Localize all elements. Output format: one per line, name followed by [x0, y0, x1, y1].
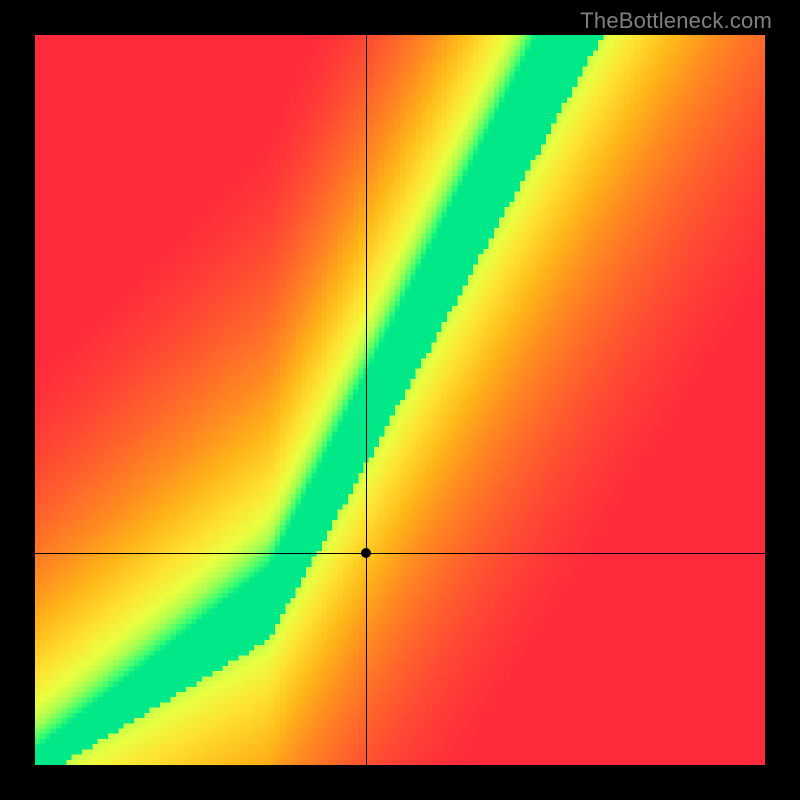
heatmap-plot	[35, 35, 765, 765]
crosshair-vertical	[366, 35, 367, 765]
watermark-text: TheBottleneck.com	[580, 8, 772, 34]
heatmap-canvas	[35, 35, 765, 765]
crosshair-horizontal	[35, 553, 765, 554]
marker-dot	[361, 548, 371, 558]
